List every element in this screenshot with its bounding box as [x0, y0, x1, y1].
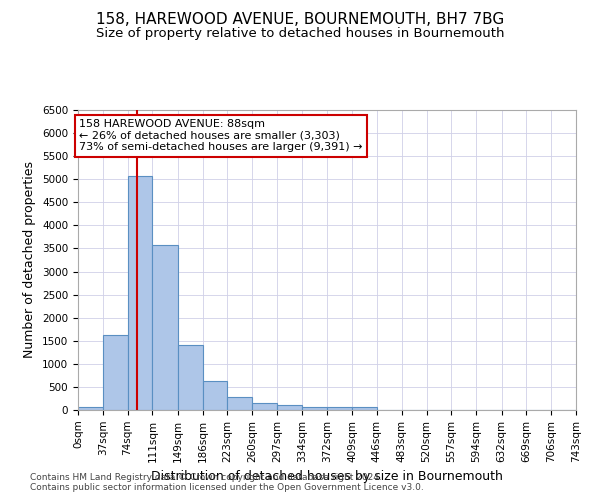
Bar [178, 345, 203, 410]
Bar [128, 176, 152, 410]
Bar [152, 245, 178, 410]
Text: Contains HM Land Registry data © Crown copyright and database right 2024.: Contains HM Land Registry data © Crown c… [30, 474, 382, 482]
Text: 158 HAREWOOD AVENUE: 88sqm
← 26% of detached houses are smaller (3,303)
73% of s: 158 HAREWOOD AVENUE: 88sqm ← 26% of deta… [79, 119, 363, 152]
Text: 158, HAREWOOD AVENUE, BOURNEMOUTH, BH7 7BG: 158, HAREWOOD AVENUE, BOURNEMOUTH, BH7 7… [96, 12, 504, 28]
Bar [103, 335, 128, 410]
X-axis label: Distribution of detached houses by size in Bournemouth: Distribution of detached houses by size … [151, 470, 503, 483]
Text: Contains public sector information licensed under the Open Government Licence v3: Contains public sector information licen… [30, 484, 424, 492]
Text: Size of property relative to detached houses in Bournemouth: Size of property relative to detached ho… [96, 28, 504, 40]
Bar [302, 406, 328, 410]
Bar [328, 408, 352, 410]
Bar [78, 406, 103, 410]
Bar [227, 396, 252, 410]
Bar [203, 382, 227, 410]
Y-axis label: Number of detached properties: Number of detached properties [23, 162, 37, 358]
Bar [352, 406, 377, 410]
Bar [277, 405, 302, 410]
Bar [252, 404, 277, 410]
